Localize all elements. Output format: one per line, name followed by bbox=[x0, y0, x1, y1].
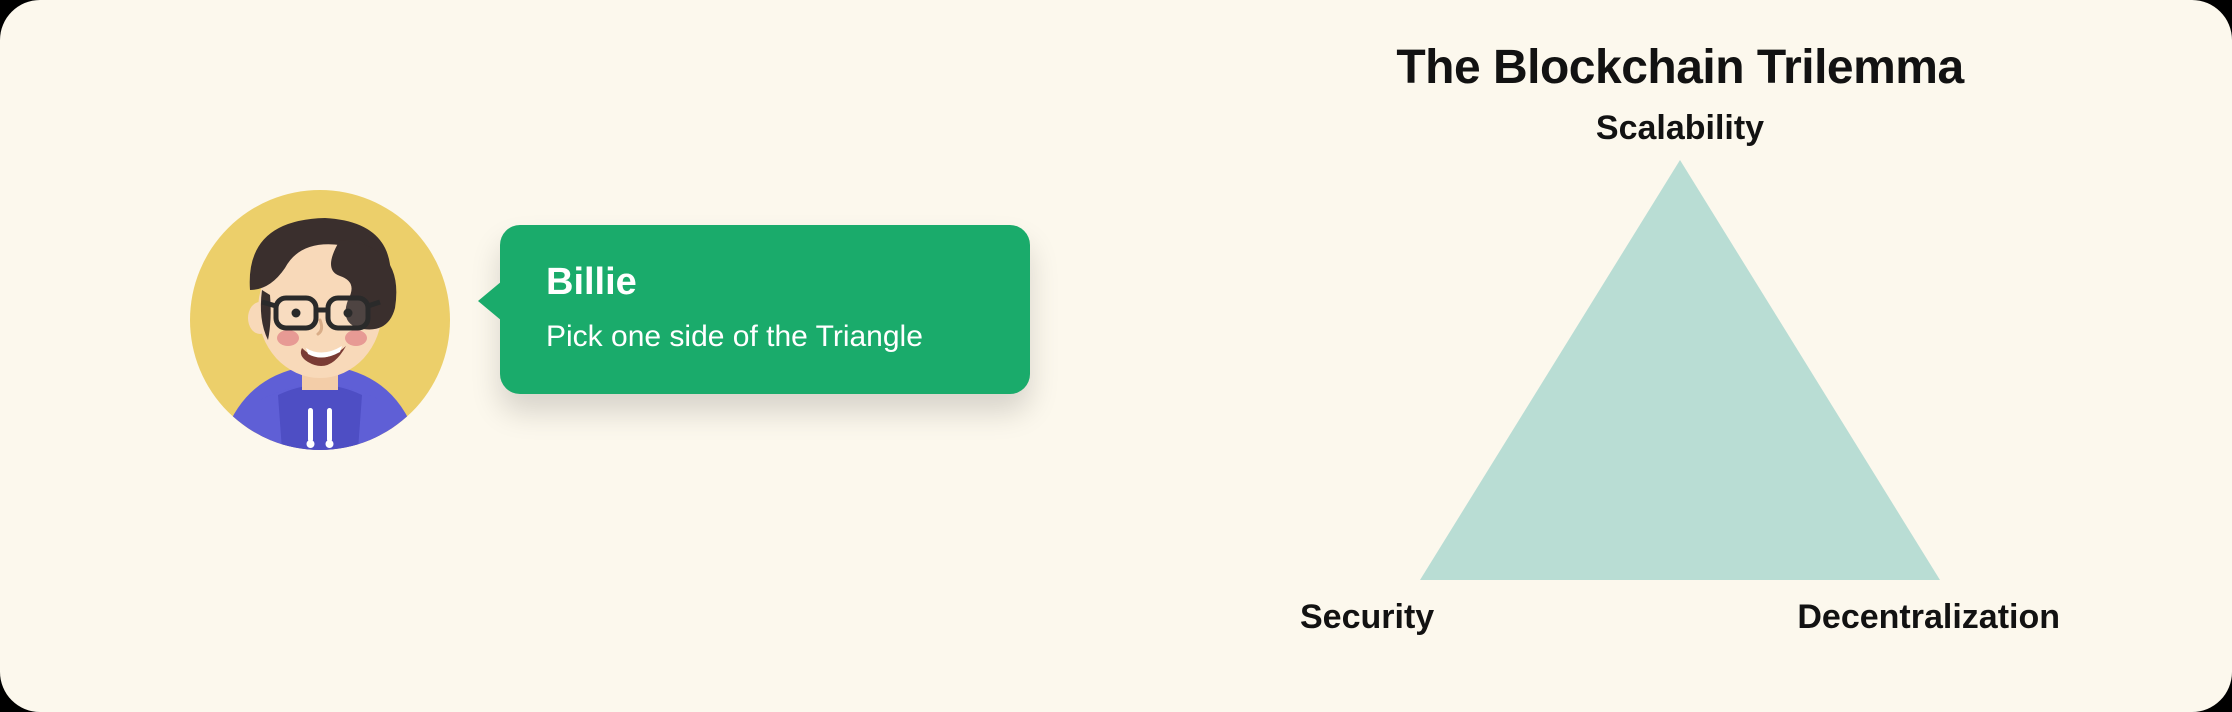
trilemma-diagram: The Blockchain Trilemma Scalability Secu… bbox=[1230, 40, 2130, 637]
character-name: Billie bbox=[546, 261, 984, 304]
vertex-bottom-right-label: Decentralization bbox=[1797, 598, 2060, 637]
avatar-art bbox=[190, 190, 450, 450]
character-avatar bbox=[190, 190, 450, 450]
character-message: Pick one side of the Triangle bbox=[546, 320, 984, 354]
vertex-bottom-left-label: Security bbox=[1300, 598, 1434, 637]
avatar-circle bbox=[190, 190, 450, 450]
vertex-top-label: Scalability bbox=[1230, 109, 2130, 148]
infographic-canvas: Billie Pick one side of the Triangle The… bbox=[0, 0, 2232, 712]
trilemma-triangle[interactable] bbox=[1420, 160, 1940, 580]
vertex-bottom-row: Security Decentralization bbox=[1230, 598, 2130, 637]
trilemma-title: The Blockchain Trilemma bbox=[1230, 40, 2130, 95]
speech-bubble: Billie Pick one side of the Triangle bbox=[500, 225, 1030, 394]
